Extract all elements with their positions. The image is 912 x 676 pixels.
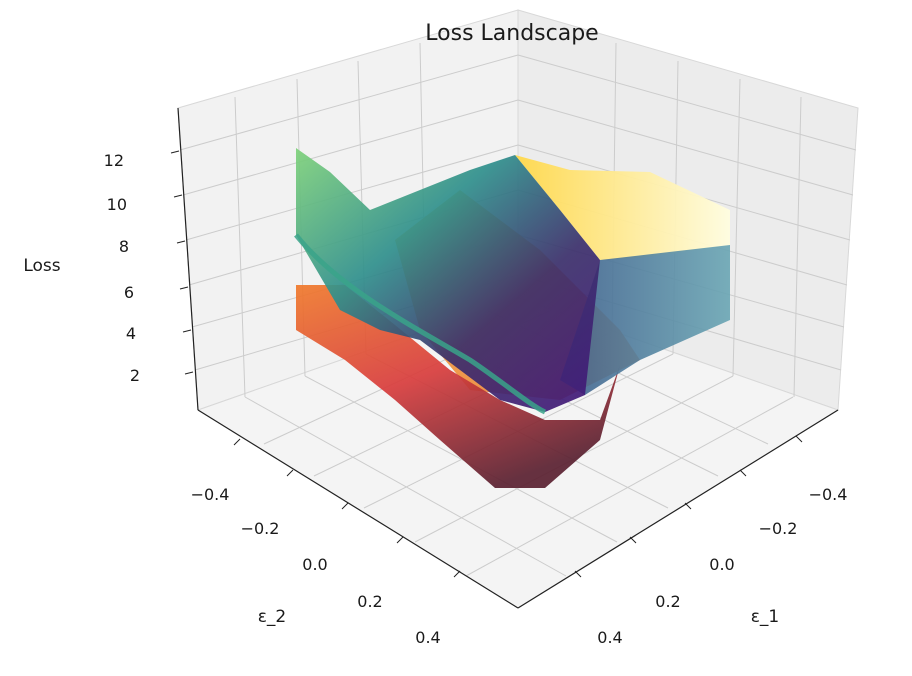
z-tick-label: 8: [119, 237, 129, 256]
x-axis-label: ε_1: [751, 607, 780, 627]
surface-ridge: [294, 233, 547, 415]
y-tick-labels: −0.4 −0.2 0.0 0.2 0.4: [191, 485, 441, 647]
z-tick-labels: 2 4 6 8 10 12: [104, 151, 140, 385]
z-tick-label: 2: [130, 366, 140, 385]
x-tick-labels: −0.4 −0.2 0.0 0.2 0.4: [597, 485, 847, 647]
chart-title: Loss Landscape: [425, 21, 598, 46]
z-axis-label: Loss: [23, 256, 60, 276]
x-tick-label: 0.2: [655, 592, 680, 611]
x-tick-label: 0.0: [709, 555, 734, 574]
y-axis-label: ε_2: [258, 607, 287, 627]
x-tick-label: −0.4: [809, 485, 848, 504]
axis-lines: [177, 107, 839, 609]
z-tick-label: 12: [104, 151, 124, 170]
surface-yellow-right: [515, 155, 730, 260]
surface-viridis: [296, 148, 600, 412]
z-tick-label: 6: [124, 283, 134, 302]
surfaces: [294, 148, 730, 488]
x-tick-label: −0.2: [759, 519, 798, 538]
z-tick-label: 10: [107, 195, 127, 214]
tick-marks: [170, 150, 803, 578]
surface-teal-right: [560, 245, 730, 395]
y-tick-label: −0.2: [241, 519, 280, 538]
y-tick-label: 0.0: [302, 555, 327, 574]
y-tick-label: 0.4: [415, 628, 440, 647]
x-tick-label: 0.4: [597, 628, 622, 647]
y-tick-label: −0.4: [191, 485, 230, 504]
surface-red: [296, 285, 620, 488]
z-tick-label: 4: [126, 324, 136, 343]
y-tick-label: 0.2: [357, 592, 382, 611]
